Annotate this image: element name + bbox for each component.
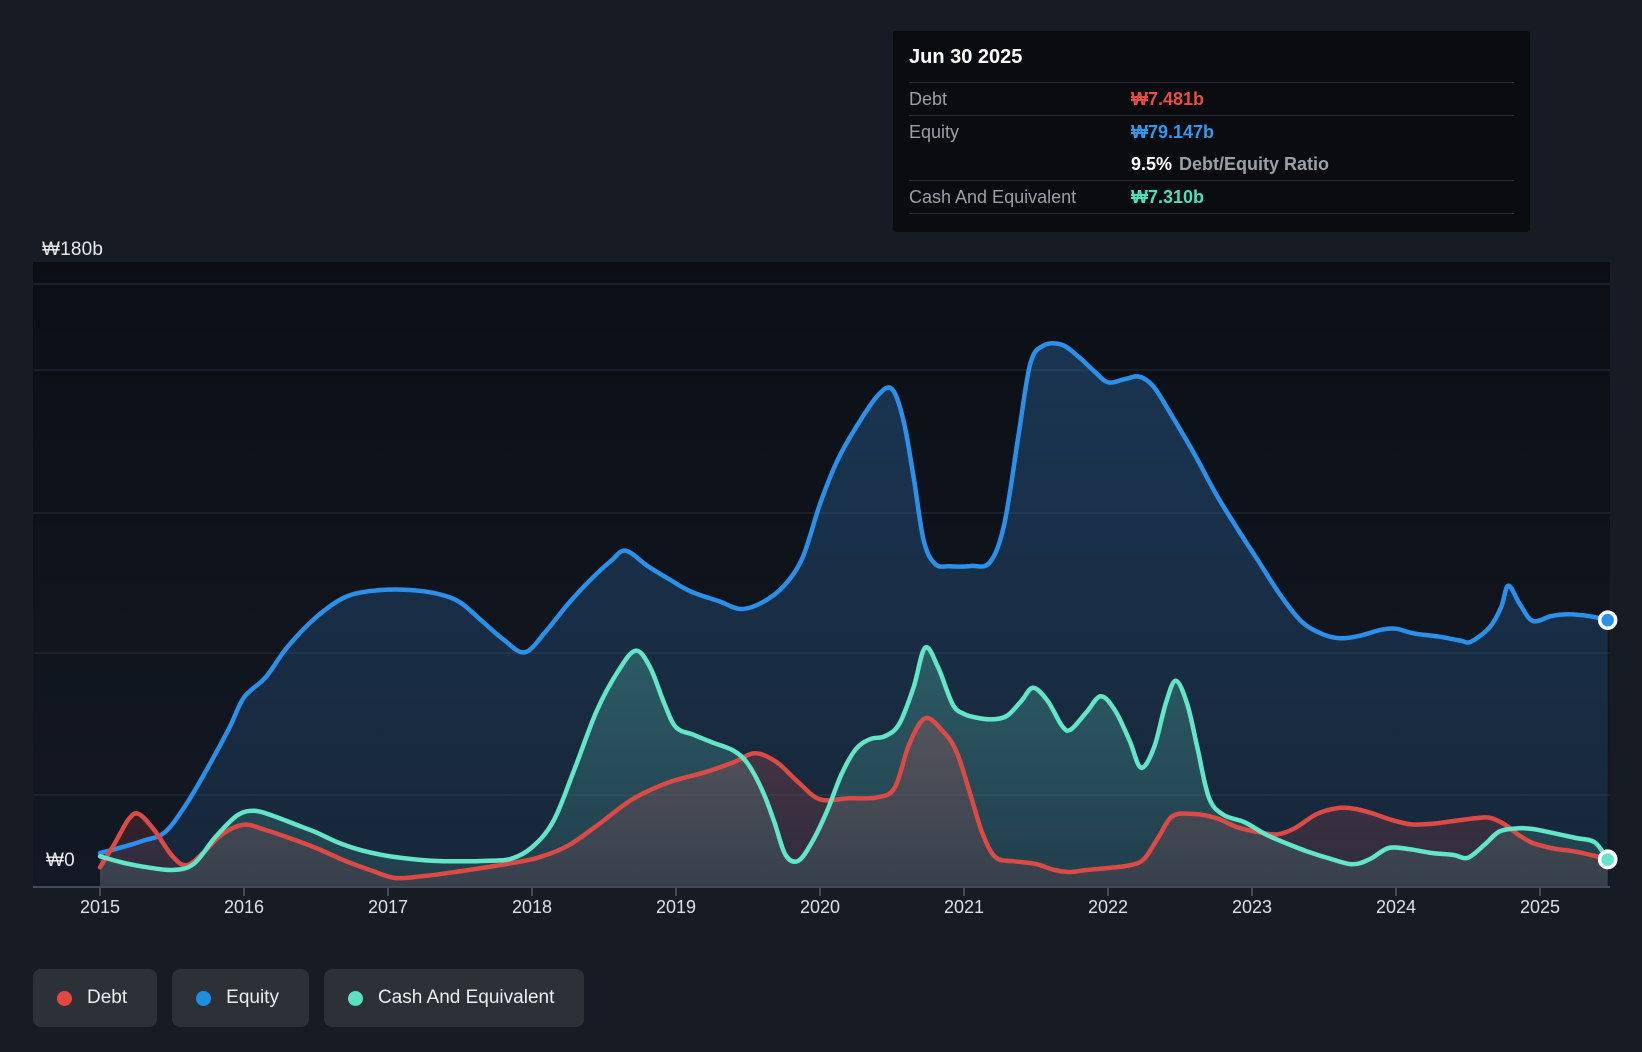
legend-item-debt[interactable]: Debt bbox=[33, 969, 158, 1027]
chart-tooltip: Jun 30 2025 Debt ₩7.481b Equity ₩79.147b… bbox=[893, 31, 1530, 232]
series-lines bbox=[97, 340, 1610, 881]
x-tick-label-2017: 2017 bbox=[367, 897, 409, 917]
x-tick-label-2016: 2016 bbox=[223, 897, 265, 917]
legend-equity-label: Equity bbox=[226, 987, 279, 1008]
tooltip-equity-value: ₩79.147b bbox=[1131, 121, 1215, 142]
tooltip-cash-label: Cash And Equivalent bbox=[909, 186, 1077, 207]
area-equity bbox=[100, 343, 1608, 887]
y-axis-zero-label: ₩0 bbox=[46, 850, 75, 871]
legend-cash-label: Cash And Equivalent bbox=[377, 987, 555, 1008]
x-tick-label-2025: 2025 bbox=[1519, 897, 1561, 917]
x-tick-label-2018: 2018 bbox=[511, 897, 553, 917]
line-cash-and-equivalent bbox=[97, 644, 1610, 873]
x-tick-label-2020: 2020 bbox=[799, 897, 841, 917]
line-equity bbox=[97, 340, 1610, 856]
legend-item-cash[interactable]: Cash And Equivalent bbox=[323, 969, 585, 1027]
x-tick-label-2022: 2022 bbox=[1087, 897, 1129, 917]
area-debt bbox=[100, 717, 1608, 886]
tooltip-ratio-value: 9.5% bbox=[1131, 153, 1173, 174]
cash-dot-icon bbox=[347, 990, 363, 1006]
legend-item-equity[interactable]: Equity bbox=[172, 969, 309, 1027]
tooltip-date: Jun 30 2025 bbox=[909, 46, 1023, 68]
tooltip-debt-label: Debt bbox=[909, 88, 948, 109]
tooltip-ratio-label: Debt/Equity Ratio bbox=[1179, 153, 1330, 174]
legend-debt-label: Debt bbox=[87, 987, 128, 1008]
equity-dot-icon bbox=[196, 990, 212, 1006]
x-tick-label-2015: 2015 bbox=[79, 897, 121, 917]
x-tick-label-2024: 2024 bbox=[1375, 897, 1417, 917]
latest-point-markers bbox=[1597, 610, 1618, 870]
x-tick-label-2023: 2023 bbox=[1231, 897, 1273, 917]
x-axis bbox=[33, 886, 1610, 896]
x-tick-label-2019: 2019 bbox=[655, 897, 697, 917]
tooltip-debt-value: ₩7.481b bbox=[1131, 88, 1205, 109]
y-axis-max-label: ₩180b bbox=[42, 239, 104, 260]
line-debt bbox=[97, 715, 1610, 881]
x-tick-label-2021: 2021 bbox=[943, 897, 985, 917]
chart-legend: Debt Equity Cash And Equivalent bbox=[33, 969, 585, 1027]
tooltip-equity-label: Equity bbox=[909, 121, 960, 142]
marker-equity bbox=[1597, 610, 1618, 630]
tooltip-cash-value: ₩7.310b bbox=[1131, 186, 1205, 207]
marker-cash-and-equivalent bbox=[1597, 849, 1618, 870]
debt-dot-icon bbox=[57, 990, 72, 1006]
